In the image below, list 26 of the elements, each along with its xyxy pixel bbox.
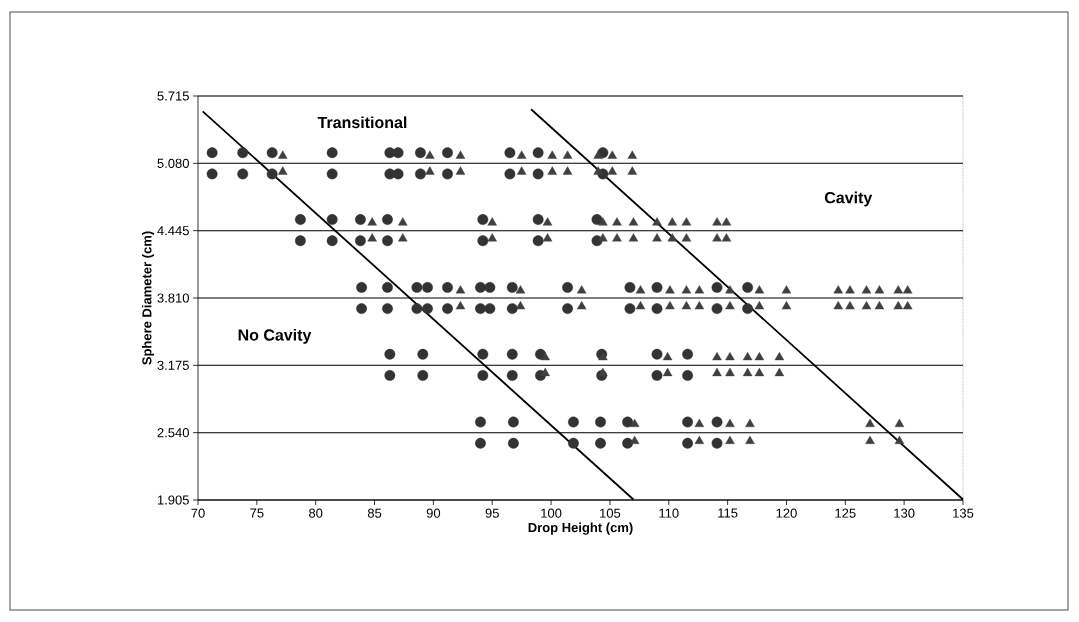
annotation: No Cavity	[238, 328, 312, 344]
y-axis-title: Sphere Diameter (cm)	[141, 231, 155, 365]
x-tick-label: 70	[191, 508, 205, 518]
x-tick-label: 115	[718, 508, 738, 518]
y-tick-label: 4.445	[157, 226, 189, 236]
y-tick-label: 3.810	[157, 293, 189, 303]
x-tick-label: 95	[485, 508, 499, 518]
x-tick-label: 85	[367, 508, 382, 518]
x-tick-label: 125	[835, 508, 856, 518]
x-tick-label: 120	[776, 508, 797, 518]
x-tick-label: 80	[309, 508, 323, 518]
annotation: Cavity	[824, 191, 873, 207]
annotation: Transitional	[317, 116, 407, 129]
x-tick-label: 90	[426, 508, 441, 518]
y-tick-label: 5.715	[157, 91, 189, 101]
x-axis-title: Drop Height (cm)	[528, 522, 633, 535]
y-tick-label: 5.080	[157, 158, 189, 168]
y-tick-label: 1.905	[157, 495, 189, 505]
y-tick-label: 2.540	[157, 428, 189, 438]
x-tick-label: 100	[541, 508, 562, 518]
x-tick-label: 105	[600, 508, 621, 518]
y-tick-label: 3.175	[157, 360, 189, 370]
x-tick-label: 110	[659, 508, 679, 518]
x-tick-label: 135	[953, 508, 974, 518]
x-tick-label: 130	[894, 508, 915, 518]
x-tick-label: 75	[250, 508, 264, 518]
